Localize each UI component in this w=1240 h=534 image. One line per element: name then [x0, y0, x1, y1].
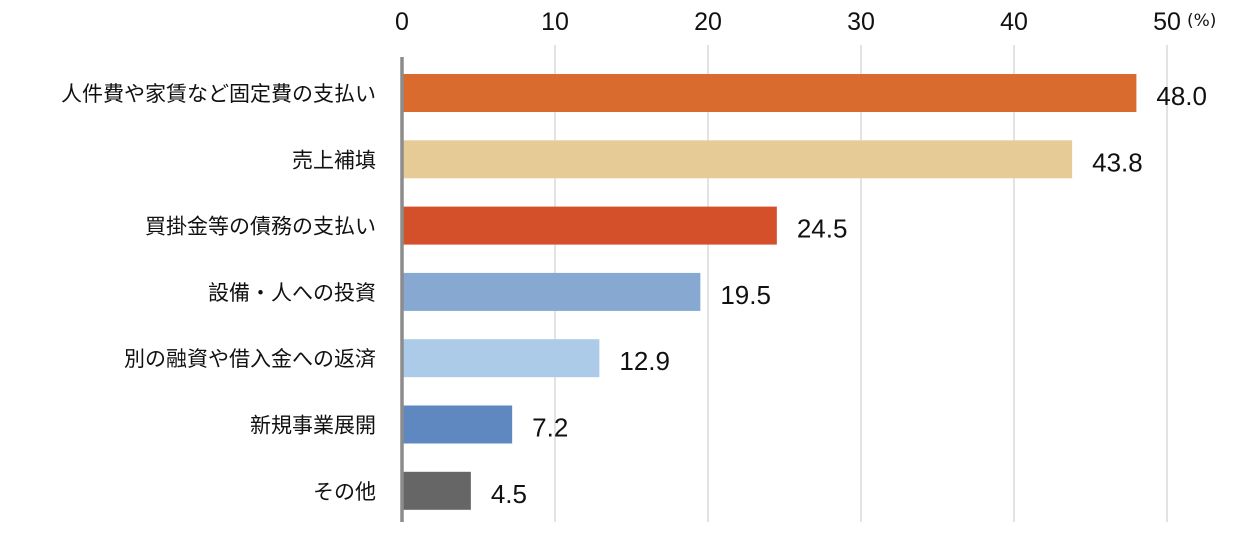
value-label: 48.0 — [1156, 81, 1207, 111]
bars — [402, 74, 1137, 510]
category-label: 別の融資や借入金への返済 — [124, 347, 376, 371]
bar — [402, 272, 701, 311]
value-label: 7.2 — [532, 413, 568, 443]
x-axis-tick-labels: 0 10 20 30 40 50 — [395, 8, 1181, 36]
value-label: 24.5 — [797, 214, 848, 244]
value-label: 12.9 — [619, 346, 670, 376]
x-tick-label: 20 — [694, 8, 722, 36]
bar — [402, 405, 513, 444]
category-label: 設備・人への投資 — [208, 281, 376, 305]
x-tick-label: 50 — [1153, 8, 1181, 36]
value-label: 19.5 — [720, 280, 771, 310]
value-label: 43.8 — [1092, 147, 1143, 177]
bar — [402, 206, 777, 245]
category-label: 新規事業展開 — [250, 414, 376, 438]
bar — [402, 140, 1073, 179]
category-label: その他 — [313, 480, 376, 504]
value-labels: 48.0 43.8 24.5 19.5 12.9 7.2 4.5 — [491, 81, 1207, 509]
category-label: 売上補填 — [292, 148, 376, 172]
value-label: 4.5 — [491, 479, 527, 509]
x-tick-label: 0 — [395, 8, 409, 36]
x-tick-label: 30 — [847, 8, 875, 36]
category-labels: 人件費や家賃など固定費の支払い売上補填買掛金等の債務の支払い設備・人への投資別の… — [61, 82, 376, 504]
category-label: 買掛金等の債務の支払い — [145, 215, 376, 239]
x-axis-unit-label: (%) — [1187, 11, 1216, 31]
bar — [402, 339, 600, 378]
x-tick-label: 10 — [541, 8, 569, 36]
category-label: 人件費や家賃など固定費の支払い — [61, 82, 376, 106]
x-tick-label: 40 — [1000, 8, 1028, 36]
bar — [402, 471, 471, 510]
gridlines — [554, 45, 1168, 522]
bar — [402, 74, 1137, 112]
